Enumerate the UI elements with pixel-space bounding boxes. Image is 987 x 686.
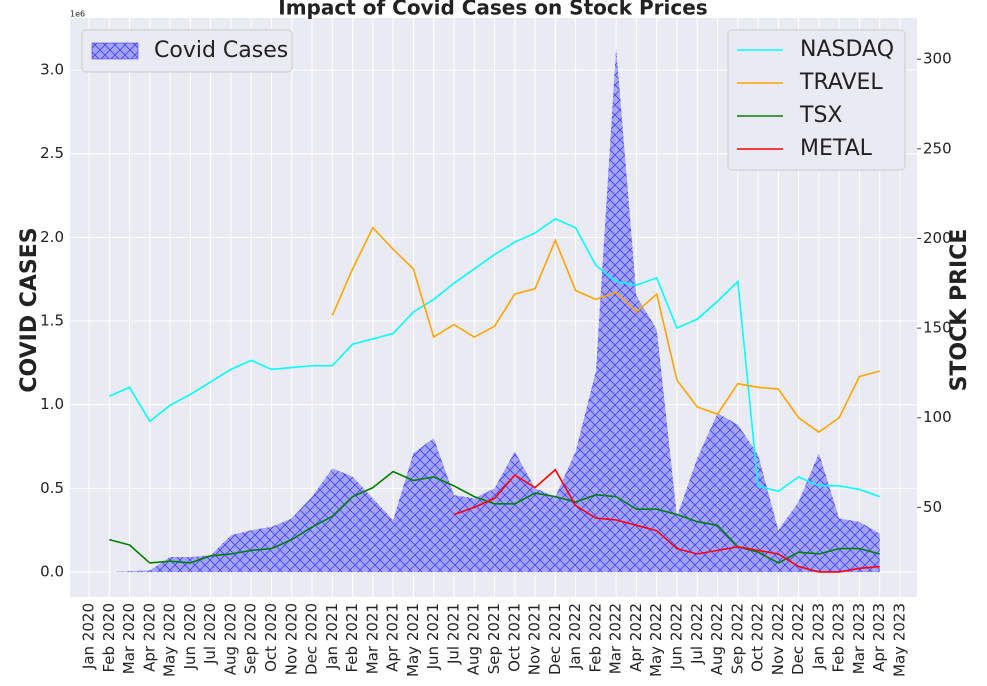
x-tick-label: Mar 2021 <box>363 603 381 674</box>
line <box>331 226 880 434</box>
x-tick-label: Nov 2020 <box>282 603 300 675</box>
y2-tick-label: 50 <box>923 498 942 516</box>
y-tick-label: 1.5 <box>40 312 64 330</box>
chart-title: Impact of Covid Cases on Stock Prices <box>278 0 707 20</box>
x-tick-label: Nov 2022 <box>769 603 787 675</box>
legend-swatch-hatch <box>92 43 138 59</box>
x-tick-label: Jan 2021 <box>323 603 341 670</box>
x-tick-label: Feb 2023 <box>830 603 848 673</box>
x-tick-label: Jun 2022 <box>667 603 685 670</box>
y-tick-label: 3.0 <box>40 61 64 79</box>
line <box>109 470 880 564</box>
y2-tick-label: 150 <box>923 319 952 337</box>
y-axis-label: COVID CASES <box>17 227 42 392</box>
x-tick-label: Mar 2022 <box>607 603 625 674</box>
x-tick-label: Nov 2021 <box>526 603 544 675</box>
x-tick-label: Feb 2022 <box>586 603 604 673</box>
y-tick-label: 1.0 <box>40 395 64 413</box>
y2-tick-label: 250 <box>923 139 952 157</box>
x-tick-label: Sep 2022 <box>728 603 746 674</box>
x-tick-label: Apr 2023 <box>870 603 888 672</box>
x-tick-label: Jan 2023 <box>809 603 827 670</box>
legend-label: TRAVEL <box>799 70 883 95</box>
legend-label: TSX <box>799 103 842 128</box>
x-tick-label: May 2023 <box>891 603 909 677</box>
x-tick-label: Jun 2020 <box>181 603 199 670</box>
x-tick-label: Aug 2020 <box>221 603 239 675</box>
y-tick-label: 2.5 <box>40 144 64 162</box>
line <box>108 217 880 498</box>
x-tick-label: Mar 2023 <box>850 603 868 674</box>
area-hatch <box>109 48 880 573</box>
x-tick-label: Apr 2021 <box>384 603 402 672</box>
x-tick-label: Jun 2021 <box>424 603 442 670</box>
legend-label: METAL <box>800 136 873 161</box>
y2-axis-label: STOCK PRICE <box>947 229 972 392</box>
x-tick-label: Mar 2020 <box>120 603 138 674</box>
y2-tick-label: 300 <box>923 50 952 68</box>
x-tick-label: Jan 2022 <box>566 603 584 670</box>
x-tick-label: Oct 2021 <box>505 603 523 672</box>
legend-label: NASDAQ <box>800 37 894 62</box>
y-tick-label: 0.5 <box>40 479 64 497</box>
axis-offset: 1e6 <box>70 10 85 19</box>
x-tick-label: Dec 2020 <box>303 603 321 675</box>
x-tick-label: Feb 2020 <box>100 603 118 673</box>
legend-box <box>81 29 293 73</box>
x-tick-label: May 2022 <box>647 603 665 677</box>
x-tick-label: Aug 2022 <box>708 603 726 675</box>
x-tick-label: Feb 2021 <box>343 603 361 673</box>
x-tick-label: Oct 2020 <box>262 603 280 672</box>
y2-tick-label: 200 <box>923 229 952 247</box>
x-tick-label: Apr 2022 <box>627 603 645 672</box>
x-tick-label: Dec 2021 <box>546 603 564 675</box>
x-tick-label: Oct 2022 <box>749 603 767 672</box>
y2-tick-label: 100 <box>923 408 952 426</box>
x-tick-label: Sep 2021 <box>485 603 503 674</box>
x-tick-label: Jul 2020 <box>201 603 219 665</box>
x-tick-label: Sep 2020 <box>242 603 260 674</box>
y-tick-label: 2.0 <box>40 228 64 246</box>
x-tick-label: Jul 2021 <box>444 603 462 665</box>
x-tick-label: Dec 2022 <box>789 603 807 675</box>
x-tick-label: Apr 2020 <box>140 603 158 672</box>
x-tick-label: Jan 2020 <box>80 603 98 670</box>
x-tick-label: May 2020 <box>161 603 179 677</box>
x-tick-label: Jul 2022 <box>688 603 706 665</box>
x-tick-label: May 2021 <box>404 603 422 677</box>
x-tick-label: Aug 2021 <box>465 603 483 675</box>
line <box>453 468 880 573</box>
y-tick-label: 0.0 <box>40 563 64 581</box>
legend-box <box>727 29 906 171</box>
legend-label: Covid Cases <box>154 38 288 63</box>
